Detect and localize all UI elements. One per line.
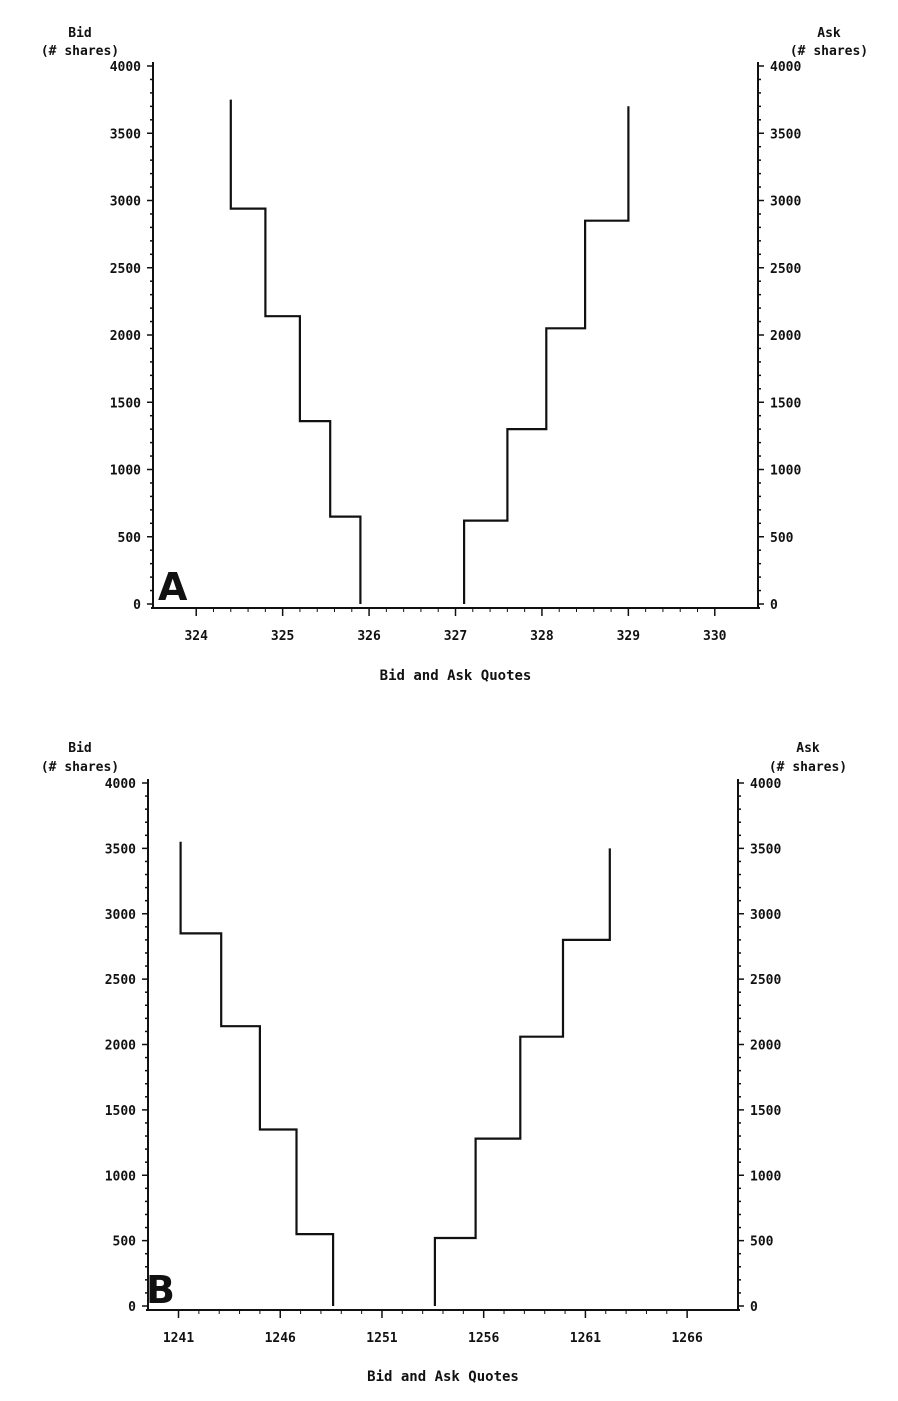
y-tick-label-left: 500 (118, 531, 142, 546)
y-tick-label-right: 2500 (770, 262, 801, 277)
y-tick-label-left: 4000 (105, 777, 136, 792)
y-tick-label-left: 1500 (105, 1104, 136, 1119)
y-tick-label-right: 3000 (770, 195, 801, 210)
left-y-axis-title: Bid (68, 741, 91, 756)
x-tick-label: 330 (703, 629, 727, 644)
y-tick-label-left: 3500 (110, 127, 141, 142)
y-tick-label-right: 500 (770, 531, 794, 546)
y-tick-label-right: 2000 (750, 1039, 781, 1054)
x-tick-label: 1246 (265, 1331, 296, 1346)
ask-depth-step-line (433, 848, 611, 1306)
x-axis-title: Bid and Ask Quotes (380, 668, 532, 684)
panel-label: B (146, 1268, 175, 1312)
panel-label: A (158, 565, 188, 609)
right-y-axis-unit: (# shares) (769, 760, 847, 775)
x-tick-label: 327 (444, 629, 467, 644)
x-tick-label: 326 (357, 629, 381, 644)
x-tick-label: 1251 (366, 1331, 397, 1346)
x-tick-label: 325 (271, 629, 294, 644)
y-tick-label-right: 3500 (770, 127, 801, 142)
y-tick-label-left: 3000 (110, 195, 141, 210)
y-tick-label-left: 0 (133, 598, 141, 613)
y-tick-label-right: 4000 (770, 60, 801, 75)
y-tick-label-left: 1500 (110, 396, 141, 411)
y-tick-label-left: 0 (128, 1300, 136, 1315)
y-tick-label-left: 2000 (110, 329, 141, 344)
x-tick-label: 1266 (671, 1331, 702, 1346)
x-tick-label: 1261 (570, 1331, 601, 1346)
y-tick-label-left: 3000 (105, 908, 136, 923)
y-tick-label-right: 0 (770, 598, 778, 613)
y-tick-label-left: 4000 (110, 60, 141, 75)
y-tick-label-right: 2000 (770, 329, 801, 344)
y-tick-label-right: 1000 (770, 464, 801, 479)
right-y-axis-title: Ask (796, 741, 820, 756)
x-axis-title: Bid and Ask Quotes (367, 1369, 519, 1385)
y-tick-label-left: 1000 (105, 1169, 136, 1184)
x-tick-label: 324 (184, 629, 208, 644)
left-y-axis-unit: (# shares) (41, 760, 119, 775)
bid-depth-step-line (179, 841, 335, 1306)
left-y-axis-unit: (# shares) (41, 44, 119, 59)
y-tick-label-left: 2500 (105, 973, 136, 988)
y-tick-label-right: 3000 (750, 908, 781, 923)
y-tick-label-left: 1000 (110, 464, 141, 479)
y-tick-label-right: 500 (750, 1235, 774, 1250)
y-tick-label-right: 1000 (750, 1169, 781, 1184)
x-tick-label: 1256 (468, 1331, 499, 1346)
y-tick-label-left: 3500 (105, 842, 136, 857)
right-y-axis-title: Ask (817, 26, 841, 41)
y-tick-label-right: 3500 (750, 842, 781, 857)
left-y-axis-title: Bid (68, 26, 91, 41)
right-y-axis-unit: (# shares) (790, 44, 868, 59)
x-tick-label: 328 (530, 629, 554, 644)
y-tick-label-right: 4000 (750, 777, 781, 792)
y-tick-label-right: 0 (750, 1300, 758, 1315)
y-tick-label-left: 2000 (105, 1039, 136, 1054)
y-tick-label-right: 1500 (750, 1104, 781, 1119)
y-tick-label-right: 1500 (770, 396, 801, 411)
x-tick-label: 1241 (163, 1331, 194, 1346)
y-tick-label-right: 2500 (750, 973, 781, 988)
bid-depth-step-line (229, 99, 362, 604)
x-tick-label: 329 (617, 629, 640, 644)
y-tick-label-left: 2500 (110, 262, 141, 277)
ask-depth-step-line (463, 106, 630, 604)
y-tick-label-left: 500 (113, 1235, 137, 1250)
